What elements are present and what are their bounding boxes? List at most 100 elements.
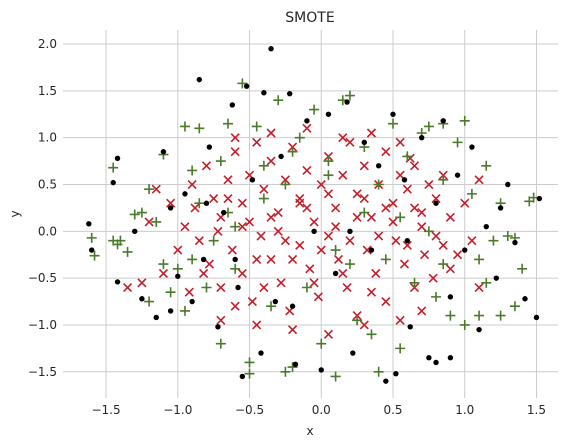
data-point-dot — [215, 324, 221, 330]
data-point-plus — [438, 259, 449, 270]
data-point-dot — [390, 111, 396, 117]
data-point-cross — [359, 193, 369, 204]
data-point-cross — [313, 292, 323, 302]
data-point-cross — [252, 254, 262, 264]
data-point-plus — [395, 343, 406, 354]
data-point-plus — [223, 118, 233, 129]
data-point-cross — [381, 147, 391, 157]
data-point-dot — [522, 296, 528, 302]
data-point-dot — [454, 172, 461, 178]
data-point-cross — [474, 175, 484, 185]
data-point-cross — [252, 137, 262, 147]
data-point-cross — [474, 282, 484, 293]
data-point-plus — [194, 123, 205, 134]
y-tick-label: 2.0 — [38, 37, 57, 51]
data-point-cross — [295, 198, 305, 208]
data-point-cross — [216, 315, 226, 325]
data-point-cross — [366, 287, 377, 297]
data-point-dot — [268, 46, 274, 52]
data-point-plus — [86, 232, 97, 243]
data-point-dot — [404, 237, 411, 244]
data-point-cross — [395, 137, 405, 147]
data-point-cross — [445, 212, 455, 222]
data-point-cross — [338, 133, 348, 143]
data-point-dot — [114, 155, 121, 161]
data-point-plus — [309, 104, 320, 115]
data-point-cross — [362, 245, 372, 255]
data-point-cross — [273, 226, 283, 236]
data-point-cross — [431, 231, 441, 241]
data-point-dot — [393, 370, 399, 377]
data-point-dot — [86, 221, 92, 227]
data-point-cross — [417, 208, 427, 218]
data-point-plus — [373, 366, 384, 377]
data-point-dot — [318, 367, 324, 373]
data-point-cross — [180, 222, 190, 232]
data-point-plus — [89, 250, 100, 261]
y-tick-label: 1.5 — [38, 84, 57, 98]
data-point-plus — [395, 212, 406, 223]
data-point-dot — [350, 350, 356, 356]
data-point-cross — [276, 278, 286, 288]
data-point-dot — [304, 118, 310, 124]
data-point-cross — [247, 296, 257, 307]
x-tick-label: −0.5 — [235, 403, 264, 417]
data-point-cross — [259, 184, 269, 194]
data-point-cross — [273, 208, 283, 218]
data-point-cross — [295, 240, 305, 250]
series-dot-markers — [86, 46, 543, 384]
data-points — [86, 46, 543, 384]
data-point-dot — [249, 177, 256, 183]
data-point-dot — [493, 275, 500, 281]
data-point-cross — [345, 137, 355, 147]
data-point-dot — [292, 361, 299, 367]
data-point-dot — [361, 139, 368, 146]
data-point-plus — [136, 207, 147, 218]
data-point-cross — [438, 240, 448, 250]
data-point-cross — [323, 329, 334, 339]
data-point-dot — [347, 228, 353, 235]
data-point-plus — [280, 366, 291, 377]
data-point-plus — [459, 115, 470, 126]
data-point-plus — [266, 301, 277, 312]
data-point-cross — [366, 128, 377, 138]
data-point-cross — [237, 222, 247, 232]
data-point-cross — [352, 189, 362, 199]
data-point-plus — [215, 156, 226, 167]
data-point-cross — [460, 198, 470, 208]
data-point-cross — [402, 184, 412, 194]
data-point-cross — [194, 236, 204, 246]
data-point-plus — [194, 198, 205, 209]
data-point-plus — [158, 259, 169, 270]
data-point-cross — [352, 212, 362, 222]
data-point-cross — [381, 296, 391, 307]
data-point-cross — [223, 175, 233, 185]
chart-title: SMOTE — [285, 10, 334, 26]
data-point-plus — [115, 235, 126, 246]
data-point-cross — [359, 320, 369, 330]
data-point-dot — [433, 359, 439, 366]
data-point-dot — [289, 303, 296, 309]
data-point-cross — [302, 165, 312, 176]
y-tick-label: −0.5 — [28, 271, 57, 285]
x-axis-label: x — [306, 424, 313, 438]
data-point-plus — [215, 338, 226, 349]
data-point-dot — [426, 355, 432, 361]
data-point-cross — [323, 231, 334, 241]
data-point-cross — [201, 161, 212, 171]
data-point-cross — [316, 245, 326, 255]
data-point-plus — [108, 162, 119, 173]
data-point-cross — [445, 264, 455, 274]
data-point-cross — [230, 301, 240, 311]
data-point-dot — [203, 200, 210, 206]
data-point-dot — [497, 205, 504, 211]
data-point-dot — [447, 355, 454, 361]
data-point-dot — [220, 209, 227, 216]
data-point-dot — [512, 239, 518, 246]
data-point-cross — [287, 325, 298, 335]
data-point-cross — [305, 264, 315, 274]
data-point-cross — [266, 156, 276, 166]
data-point-cross — [388, 217, 398, 227]
data-point-dot — [407, 324, 413, 330]
data-point-dot — [239, 373, 246, 380]
